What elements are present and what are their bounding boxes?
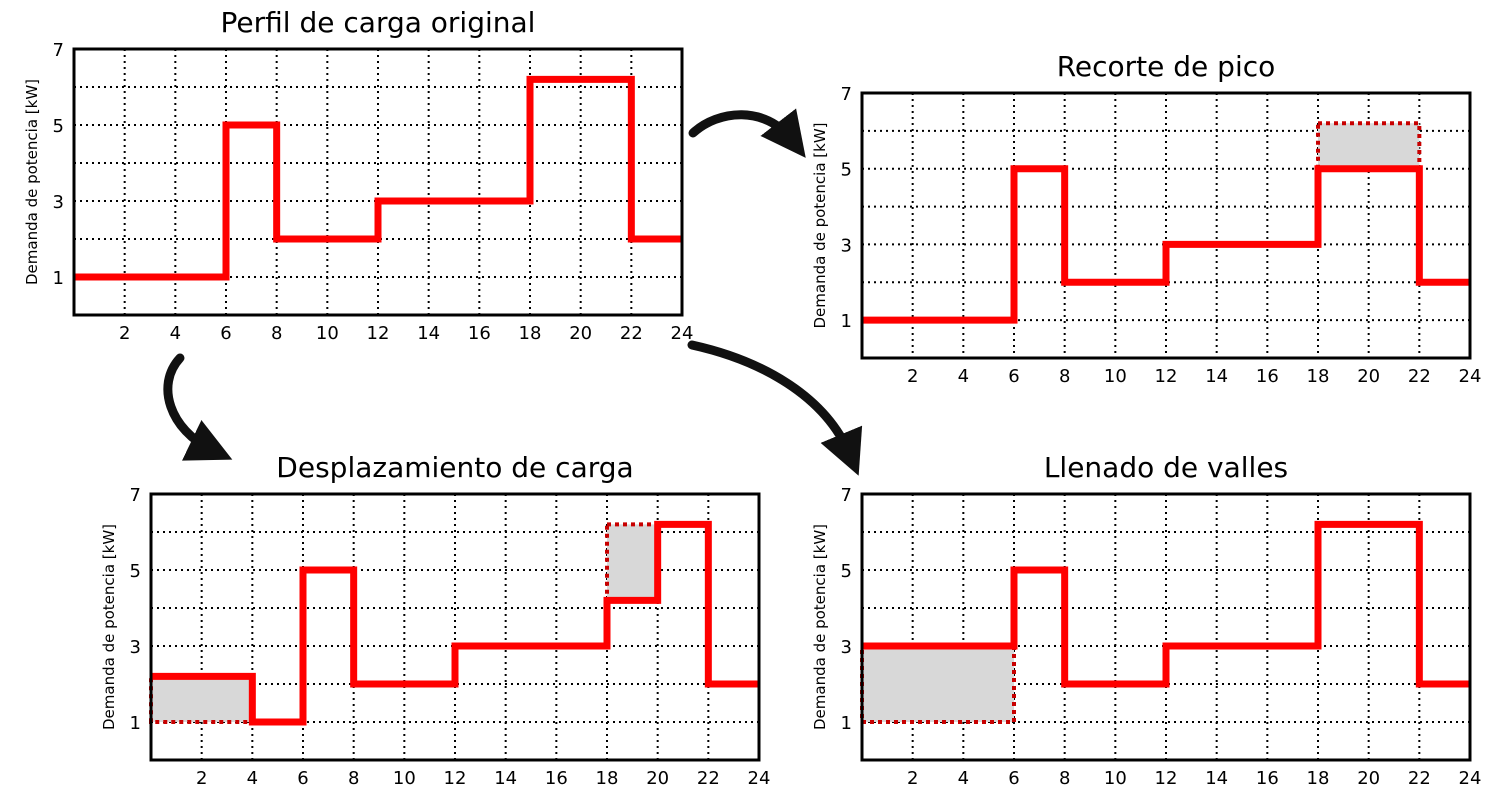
chart-title: Llenado de valles — [1044, 451, 1288, 484]
x-tick-label: 22 — [1408, 366, 1431, 387]
x-tick-label: 22 — [1408, 768, 1431, 789]
x-tick-label: 14 — [494, 768, 517, 789]
x-tick-label: 10 — [1104, 768, 1127, 789]
y-axis-label: Demanda de potencia [kW] — [100, 524, 118, 730]
x-tick-label: 8 — [348, 768, 359, 789]
y-tick-label: 7 — [841, 84, 852, 105]
x-tick-label: 10 — [316, 323, 339, 344]
x-tick-label: 16 — [468, 323, 491, 344]
plot-frame — [72, 47, 684, 317]
chart-title: Perfil de carga original — [221, 6, 536, 39]
load-profile-line — [151, 520, 759, 726]
y-tick-label: 5 — [841, 561, 852, 582]
y-tick-label: 7 — [53, 40, 64, 61]
load-profile-line — [862, 520, 1470, 688]
x-tick-label: 24 — [748, 768, 771, 789]
x-tick-label: 6 — [1008, 768, 1019, 789]
arrow-to-load-shifting — [163, 353, 233, 461]
y-tick-label: 1 — [53, 268, 64, 289]
x-tick-label: 4 — [247, 768, 258, 789]
x-tick-label: 18 — [519, 323, 542, 344]
x-tick-label: 12 — [1155, 768, 1178, 789]
y-tick-label: 7 — [841, 485, 852, 506]
x-tick-label: 16 — [1256, 768, 1279, 789]
plot-frame — [149, 492, 761, 762]
y-tick-label: 1 — [130, 713, 141, 734]
x-tick-label: 12 — [444, 768, 467, 789]
load-profile-line — [74, 75, 682, 281]
x-tick-label: 20 — [1357, 768, 1380, 789]
x-tick-label: 10 — [1104, 366, 1127, 387]
x-tick-label: 20 — [646, 768, 669, 789]
arrow-to-valley-filling — [687, 340, 863, 476]
shaded-region — [1316, 121, 1422, 171]
x-tick-label: 6 — [220, 323, 231, 344]
x-tick-label: 22 — [697, 768, 720, 789]
x-tick-label: 12 — [367, 323, 390, 344]
y-tick-label: 7 — [130, 485, 141, 506]
x-tick-label: 8 — [1059, 768, 1070, 789]
x-tick-label: 2 — [907, 768, 918, 789]
x-tick-label: 2 — [196, 768, 207, 789]
y-tick-label: 3 — [841, 637, 852, 658]
x-tick-label: 18 — [596, 768, 619, 789]
x-tick-label: 4 — [958, 768, 969, 789]
x-tick-label: 24 — [1459, 768, 1482, 789]
x-tick-label: 6 — [297, 768, 308, 789]
y-tick-label: 1 — [841, 713, 852, 734]
y-tick-label: 1 — [841, 311, 852, 332]
y-axis-label: Demanda de potencia [kW] — [23, 79, 41, 285]
x-tick-label: 4 — [170, 323, 181, 344]
x-tick-label: 20 — [1357, 366, 1380, 387]
x-tick-label: 16 — [1256, 366, 1279, 387]
y-tick-label: 5 — [841, 160, 852, 181]
chart-title: Desplazamiento de carga — [276, 451, 633, 484]
x-tick-label: 20 — [569, 323, 592, 344]
x-tick-label: 6 — [1008, 366, 1019, 387]
x-tick-label: 14 — [417, 323, 440, 344]
x-tick-label: 16 — [545, 768, 568, 789]
y-axis-label: Demanda de potencia [kW] — [811, 122, 829, 328]
load-profile-line — [862, 165, 1470, 324]
shaded-region — [149, 674, 255, 725]
x-tick-label: 4 — [958, 366, 969, 387]
x-tick-label: 2 — [907, 366, 918, 387]
x-tick-label: 8 — [1059, 366, 1070, 387]
y-tick-label: 5 — [130, 561, 141, 582]
plot-frame — [860, 492, 1472, 762]
x-tick-label: 14 — [1205, 366, 1228, 387]
chart-title: Recorte de pico — [1057, 50, 1276, 83]
x-tick-label: 18 — [1307, 768, 1330, 789]
plot-frame — [860, 91, 1472, 360]
y-axis-label: Demanda de potencia [kW] — [811, 524, 829, 730]
x-tick-label: 2 — [119, 323, 130, 344]
x-tick-label: 8 — [271, 323, 282, 344]
y-tick-label: 3 — [841, 235, 852, 256]
y-tick-label: 3 — [130, 637, 141, 658]
y-tick-label: 3 — [53, 192, 64, 213]
shaded-region — [860, 644, 1016, 724]
x-tick-label: 14 — [1205, 768, 1228, 789]
x-tick-label: 24 — [1459, 366, 1482, 387]
shaded-region — [605, 522, 660, 603]
x-tick-label: 24 — [671, 323, 694, 344]
x-tick-label: 10 — [393, 768, 416, 789]
x-tick-label: 22 — [620, 323, 643, 344]
x-tick-label: 12 — [1155, 366, 1178, 387]
x-tick-label: 18 — [1307, 366, 1330, 387]
y-tick-label: 5 — [53, 116, 64, 137]
arrow-to-peak-shaving — [688, 108, 806, 158]
